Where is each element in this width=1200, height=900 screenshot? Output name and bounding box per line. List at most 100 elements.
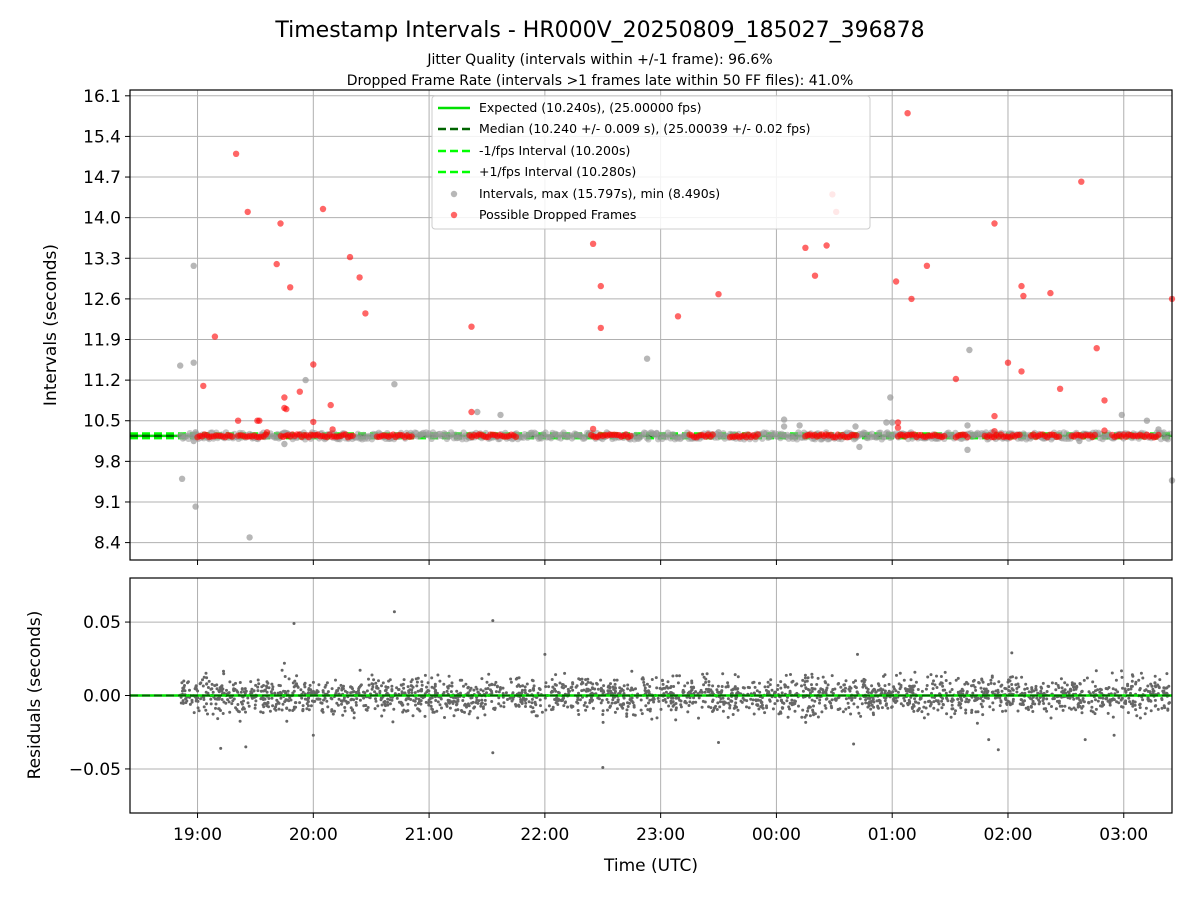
residual-point (1153, 684, 1157, 688)
chart-subtitle-1: Jitter Quality (intervals within +/-1 fr… (426, 52, 772, 68)
residual-point (1009, 675, 1013, 679)
interval-point (715, 429, 722, 436)
residual-point (547, 704, 551, 708)
residual-point (1096, 699, 1100, 703)
residual-point (265, 684, 268, 688)
dropped-frame-point (952, 375, 960, 383)
residual-point (1062, 689, 1066, 693)
residual-point (221, 712, 225, 715)
residual-point (1157, 686, 1161, 690)
residual-point (266, 681, 270, 685)
residual-point (981, 699, 985, 703)
residual-point (246, 696, 250, 700)
intervals-y-tick-label: 11.2 (83, 371, 121, 391)
residual-point (498, 687, 502, 691)
residual-point (445, 689, 449, 693)
interval-point (889, 419, 896, 426)
interval-point (966, 346, 973, 354)
residual-point (733, 673, 737, 677)
residual-point (986, 683, 990, 686)
residual-point (382, 708, 386, 712)
residual-point (343, 706, 347, 709)
residual-point (1126, 684, 1130, 688)
interval-point (177, 362, 184, 369)
residual-point (249, 680, 253, 684)
residual-point (988, 705, 992, 709)
residual-point (253, 706, 257, 710)
residual-point (532, 710, 536, 713)
residual-point (704, 680, 708, 684)
residual-point (551, 685, 555, 689)
residual-point (263, 688, 267, 692)
residual-point (645, 682, 649, 686)
legend-intervals-label: Intervals, max (15.797s), min (8.490s) (479, 186, 720, 201)
residual-point (515, 676, 519, 680)
residual-point (910, 690, 914, 694)
residual-point (430, 676, 434, 680)
residual-point (506, 698, 509, 701)
residual-point (601, 713, 605, 716)
residual-point (1063, 704, 1067, 708)
residual-point (846, 701, 850, 705)
residual-point (960, 687, 964, 691)
residual-point (741, 696, 745, 700)
residual-point (231, 683, 235, 687)
residual-point (497, 696, 501, 700)
residual-point (539, 704, 542, 708)
residual-point (334, 691, 338, 695)
residual-point (523, 691, 527, 695)
residual-point (476, 690, 480, 694)
residual-point (836, 708, 840, 711)
residual-point (588, 688, 592, 692)
residual-point (634, 687, 637, 691)
residual-point (1144, 706, 1148, 710)
residual-point (250, 696, 254, 700)
residual-point (196, 706, 200, 710)
residual-point (1134, 708, 1138, 712)
residual-point (844, 686, 847, 690)
interval-point (474, 408, 481, 416)
residual-point (301, 707, 305, 711)
residual-point (209, 697, 213, 701)
residual-point (1065, 683, 1069, 687)
residual-point (707, 683, 711, 687)
residual-point (1034, 687, 1038, 691)
residual-point (974, 688, 978, 692)
residual-point (386, 703, 390, 707)
residual-point (807, 705, 811, 709)
residual-point (902, 696, 906, 700)
residual-point (1153, 674, 1157, 678)
residual-point (1021, 700, 1025, 704)
residual-point (1153, 704, 1157, 708)
residual-point (883, 684, 887, 688)
residual-point (1052, 697, 1056, 701)
residual-point (414, 703, 417, 707)
residual-point (291, 691, 295, 695)
residual-point (883, 673, 887, 677)
residual-point (209, 702, 213, 706)
residual-point (296, 685, 300, 689)
x-tick-label: 00:00 (752, 825, 801, 845)
residual-point (1105, 697, 1109, 701)
residual-point (1134, 682, 1138, 686)
residual-point (321, 689, 325, 693)
residual-point (477, 699, 481, 703)
residual-point (1158, 678, 1162, 682)
residual-point (993, 696, 997, 700)
residual-point (711, 684, 715, 688)
residual-point (924, 687, 928, 691)
residual-point (378, 691, 382, 695)
residual-point (299, 688, 303, 692)
residual-point (601, 709, 605, 713)
residual-point (1112, 733, 1116, 737)
residual-point (965, 697, 969, 701)
residual-point (810, 672, 814, 676)
residual-point (236, 709, 240, 713)
residual-point (824, 697, 828, 701)
residual-point (749, 697, 753, 701)
residual-point (380, 703, 384, 707)
residual-point (889, 691, 893, 695)
residual-point (590, 699, 594, 703)
residual-point (556, 703, 560, 706)
residual-point (458, 678, 462, 682)
